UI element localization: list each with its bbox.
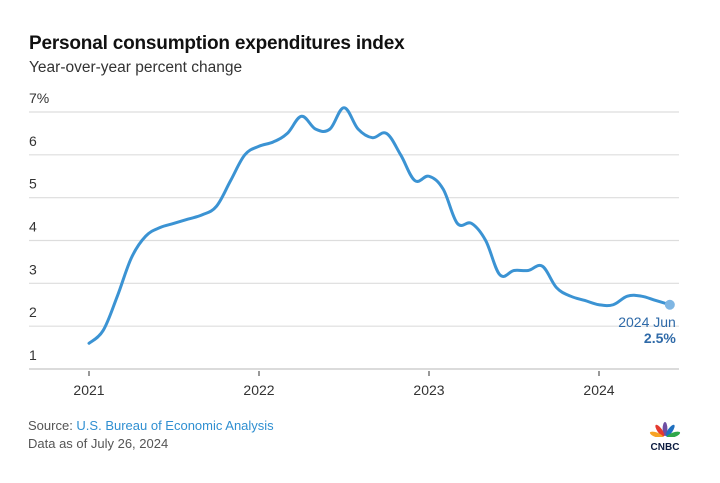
source-line: Source: U.S. Bureau of Economic Analysis	[28, 418, 274, 433]
y-tick-label: 7%	[29, 90, 49, 106]
source-prefix: Source:	[28, 418, 77, 433]
y-tick-label: 6	[29, 133, 37, 149]
series-layer	[87, 106, 672, 345]
annotation-date-label: 2024 Jun	[618, 314, 676, 330]
x-tick-label: 2024	[583, 382, 614, 398]
x-tick-label: 2021	[73, 382, 104, 398]
y-tick-label: 5	[29, 176, 37, 192]
y-axis-tick-labels: 1 2 3 4 5 6 7%	[29, 90, 49, 363]
series-line	[87, 106, 672, 345]
x-tick-label: 2022	[243, 382, 274, 398]
endpoint-marker	[664, 299, 675, 310]
source-link[interactable]: U.S. Bureau of Economic Analysis	[76, 418, 274, 433]
annotation-value-label: 2.5%	[644, 330, 676, 346]
cnbc-logo-text: CNBC	[651, 442, 680, 452]
y-tick-label: 1	[29, 347, 37, 363]
chart-title: Personal consumption expenditures index	[29, 33, 405, 54]
x-tick-label: 2023	[413, 382, 444, 398]
y-tick-label: 3	[29, 261, 37, 277]
grid-lines	[29, 111, 679, 370]
y-tick-label: 4	[29, 219, 37, 235]
chart-subtitle: Year-over-year percent change	[29, 59, 243, 76]
x-axis: 2021 2022 2023 2024	[73, 371, 615, 398]
cnbc-peacock-icon: CNBC	[649, 422, 681, 452]
y-tick-label: 2	[29, 304, 37, 320]
data-as-of: Data as of July 26, 2024	[28, 436, 169, 451]
